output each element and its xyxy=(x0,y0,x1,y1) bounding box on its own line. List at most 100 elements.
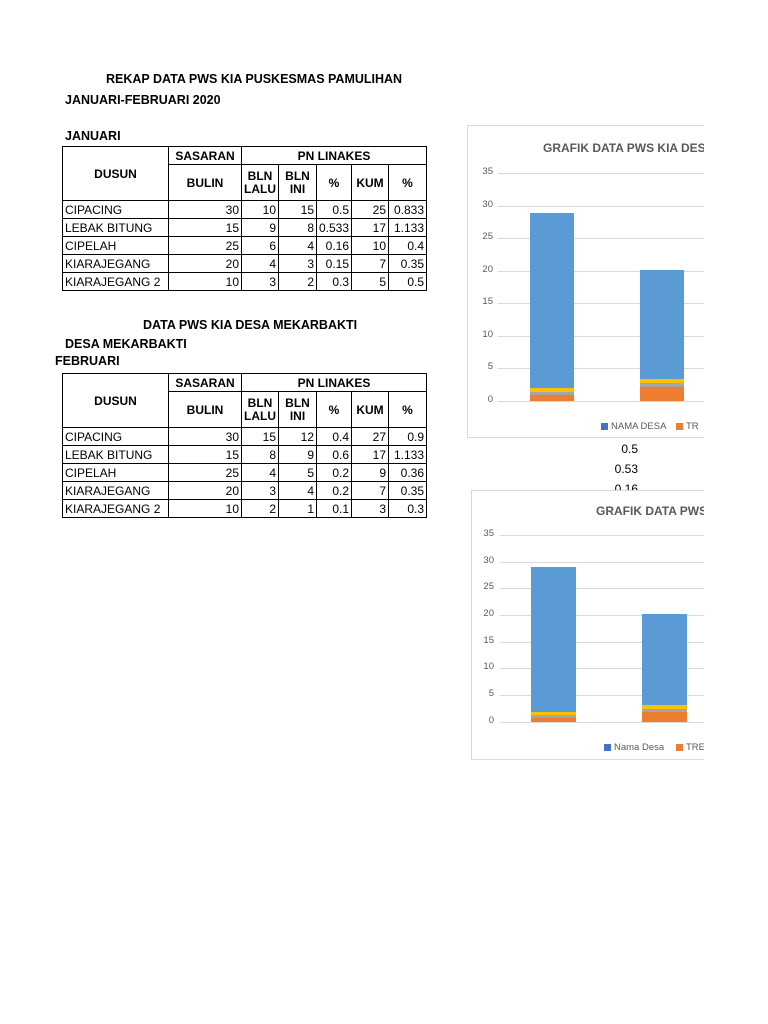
table-row: KIARAJEGANG 20 4 3 0.15 7 0.35 xyxy=(62,254,428,273)
cell-bln-lalu: 8 xyxy=(241,445,279,464)
cell-bulin: 25 xyxy=(168,236,242,255)
cell-bln-ini: 8 xyxy=(278,218,317,237)
bar-segment-nama-desa[interactable] xyxy=(530,213,574,388)
bar-segment-gray[interactable] xyxy=(642,709,687,712)
februari-label: FEBRUARI xyxy=(55,354,120,368)
cell-pct2: 0.5 xyxy=(387,272,428,291)
cell-bln-ini: 4 xyxy=(278,481,317,500)
cell-bulin: 20 xyxy=(168,481,242,500)
y-tick: 0 xyxy=(487,394,493,405)
legend-label: TR xyxy=(686,421,699,432)
cell-kum: 7 xyxy=(351,254,389,273)
cell-bln-ini: 15 xyxy=(278,200,317,219)
cell-pct2: 0.833 xyxy=(387,200,428,219)
cell-bln-lalu: 9 xyxy=(241,218,279,237)
cell-bulin: 30 xyxy=(168,200,242,219)
cell-pct2: 0.35 xyxy=(387,254,428,273)
bar-segment-gray[interactable] xyxy=(530,392,574,395)
gridline xyxy=(500,642,704,643)
legend-label: NAMA DESA xyxy=(611,421,667,432)
chart-januari[interactable]: GRAFIK DATA PWS KIA DES 35 30 25 20 15 1… xyxy=(467,125,704,438)
chart-februari[interactable]: GRAFIK DATA PWS 35 30 25 20 15 10 5 0 Na… xyxy=(471,490,704,760)
y-tick: 30 xyxy=(482,199,493,210)
y-tick: 25 xyxy=(483,581,494,592)
table-row: CIPACING 30 10 15 0.5 25 0.833 xyxy=(62,200,428,219)
section-title: DATA PWS KIA DESA MEKARBAKTI xyxy=(143,318,358,332)
bar-segment-gray[interactable] xyxy=(640,383,684,387)
bar-segment-yellow[interactable] xyxy=(531,712,576,715)
bar-segment-tr[interactable] xyxy=(530,395,574,401)
y-tick: 35 xyxy=(482,166,493,177)
cell-bulin: 25 xyxy=(168,463,242,482)
header-dusun: DUSUN xyxy=(62,373,169,428)
report-title: REKAP DATA PWS KIA PUSKESMAS PAMULIHAN xyxy=(106,72,403,86)
cell-bln-lalu: 3 xyxy=(241,481,279,500)
cell-bln-ini: 3 xyxy=(278,254,317,273)
cell-pct1: 0.5 xyxy=(316,200,352,219)
bar-segment-yellow[interactable] xyxy=(642,705,687,709)
gridline xyxy=(498,238,704,239)
y-tick: 20 xyxy=(483,608,494,619)
cell-bln-lalu: 10 xyxy=(241,200,279,219)
table-row: CIPACING 30 15 12 0.4 27 0.9 xyxy=(62,427,428,446)
floating-value: 0.53 xyxy=(614,462,638,476)
cell-pct1: 0.3 xyxy=(316,272,352,291)
cell-bln-ini: 12 xyxy=(278,427,317,446)
bar-segment-nama-desa[interactable] xyxy=(531,567,576,712)
cell-kum: 3 xyxy=(351,499,389,518)
header-bulin: BULIN xyxy=(168,391,242,428)
gridline xyxy=(498,206,704,207)
cell-dusun: CIPELAH xyxy=(62,236,169,255)
cell-pct2: 0.35 xyxy=(387,481,428,500)
bar-segment-yellow[interactable] xyxy=(530,388,574,392)
cell-bulin: 30 xyxy=(168,427,242,446)
y-tick: 0 xyxy=(488,715,494,726)
header-pn-linakes: PN LINAKES xyxy=(240,146,428,165)
cell-pct1: 0.2 xyxy=(316,463,352,482)
cell-dusun: CIPACING xyxy=(62,200,169,219)
cell-kum: 17 xyxy=(351,218,389,237)
gridline xyxy=(498,368,704,369)
cell-pct1: 0.533 xyxy=(316,218,352,237)
cell-kum: 9 xyxy=(351,463,389,482)
table-row: CIPELAH 25 4 5 0.2 9 0.36 xyxy=(62,463,428,482)
bar-segment-nama-desa[interactable] xyxy=(640,270,684,379)
cell-pct2: 0.36 xyxy=(387,463,428,482)
cell-bulin: 15 xyxy=(168,218,242,237)
bar-segment-gray[interactable] xyxy=(531,715,576,718)
januari-label: JANUARI xyxy=(65,129,121,143)
januari-table: DUSUN SASARAN PN LINAKES BULIN BLN LALU … xyxy=(62,146,428,291)
header-pct2: % xyxy=(387,164,428,201)
cell-bln-lalu: 3 xyxy=(241,272,279,291)
header-bln-ini: BLN INI xyxy=(278,391,317,428)
y-tick: 25 xyxy=(482,231,493,242)
cell-pct1: 0.6 xyxy=(316,445,352,464)
header-bln-lalu: BLN LALU xyxy=(241,164,279,201)
cell-pct1: 0.16 xyxy=(316,236,352,255)
gridline xyxy=(500,535,704,536)
header-pn-linakes: PN LINAKES xyxy=(240,373,428,392)
bar-segment-tre[interactable] xyxy=(642,712,687,722)
bar-segment-nama-desa[interactable] xyxy=(642,614,687,705)
cell-kum: 27 xyxy=(351,427,389,446)
header-dusun: DUSUN xyxy=(62,146,169,201)
bar-segment-tre[interactable] xyxy=(531,718,576,722)
cell-dusun: CIPELAH xyxy=(62,463,169,482)
legend-swatch-icon xyxy=(676,744,683,751)
gridline xyxy=(498,336,704,337)
legend-swatch-icon xyxy=(601,423,608,430)
cell-pct1: 0.2 xyxy=(316,481,352,500)
y-tick: 15 xyxy=(483,635,494,646)
gridline xyxy=(498,303,704,304)
header-kum: KUM xyxy=(351,164,389,201)
legend-item-tr: TR xyxy=(676,421,699,432)
cell-bln-ini: 5 xyxy=(278,463,317,482)
cell-bln-ini: 1 xyxy=(278,499,317,518)
bar-segment-tr[interactable] xyxy=(640,387,684,401)
header-pct1: % xyxy=(316,164,352,201)
bar-segment-yellow[interactable] xyxy=(640,379,684,383)
cell-bln-lalu: 4 xyxy=(241,463,279,482)
cell-dusun: KIARAJEGANG 2 xyxy=(62,499,169,518)
gridline xyxy=(500,695,704,696)
cell-bln-ini: 9 xyxy=(278,445,317,464)
